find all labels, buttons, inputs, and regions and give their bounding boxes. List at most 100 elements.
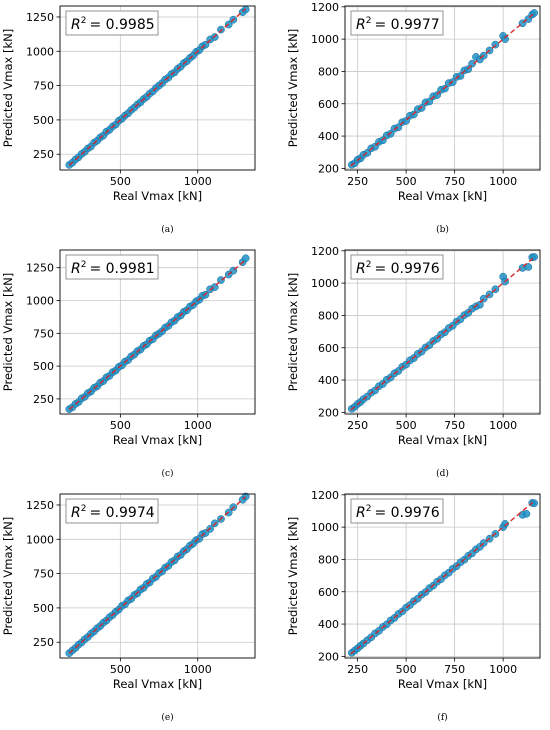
r2-annotation: R2 = 0.9974 (71, 504, 155, 521)
y-axis-label: Predicted Vmax [kN] (1, 273, 15, 391)
r2-superscript: 2 (366, 260, 372, 270)
y-tick-label: 400 (318, 130, 339, 143)
panel-caption: (d) (436, 468, 449, 479)
x-tick-label: 250 (347, 175, 368, 188)
y-tick-label: 1250 (26, 11, 54, 24)
r2-value: = 0.9976 (374, 261, 439, 277)
r2-box (350, 498, 444, 524)
r2-value: = 0.9981 (89, 261, 154, 277)
panel-caption: (f) (437, 712, 447, 723)
y-tick-label: 250 (33, 148, 54, 161)
y-tick-label: 1000 (311, 277, 339, 290)
data-point (417, 104, 426, 112)
r2-superscript: 2 (366, 16, 372, 26)
scatter-panel: 250 500 750 1000 200 400 600 800 1000 1200 Real Vm… (286, 245, 541, 479)
x-tick-label: 500 (396, 175, 417, 188)
r2-box (350, 10, 444, 36)
y-tick-label: 1000 (311, 33, 339, 46)
r2-symbol: R (356, 17, 366, 33)
data-point (501, 520, 509, 528)
x-tick-label: 1000 (184, 175, 212, 188)
x-tick-label: 1000 (489, 663, 517, 676)
r2-box (65, 498, 159, 524)
x-tick-label: 250 (347, 663, 368, 676)
r2-symbol: R (356, 505, 366, 521)
r2-annotation: R2 = 0.9976 (356, 260, 440, 277)
y-tick-label: 750 (33, 80, 54, 93)
r2-superscript: 2 (366, 504, 372, 514)
x-tick-label: 500 (396, 663, 417, 676)
y-tick-label: 250 (33, 636, 54, 649)
y-tick-label: 600 (318, 342, 339, 355)
axes-frame (59, 249, 256, 415)
r2-box (65, 10, 159, 36)
y-tick-label: 1200 (311, 245, 339, 258)
scatter-panel: 250 500 750 1000 200 400 600 800 1000 1200 Real Vm… (286, 1, 541, 235)
y-tick-label: 1000 (26, 45, 54, 58)
r2-annotation: R2 = 0.9976 (356, 504, 440, 521)
scatter-panel: 500 1000 250 500 750 1000 1250 Real Vmax [kN] Pr… (1, 249, 256, 479)
data-point (530, 499, 539, 508)
x-tick-label: 500 (110, 175, 131, 188)
x-tick-label: 500 (110, 663, 131, 676)
data-point (386, 129, 395, 138)
y-axis-label: Predicted Vmax [kN] (286, 517, 300, 635)
x-tick-label: 1000 (489, 419, 517, 432)
data-point (468, 59, 476, 68)
y-tick-label: 500 (33, 360, 54, 373)
y-tick-label: 200 (318, 406, 339, 419)
identity-line (68, 496, 247, 654)
x-tick-label: 1000 (184, 663, 212, 676)
y-axis-label: Predicted Vmax [kN] (1, 29, 15, 147)
scatter-panel: 250 500 750 1000 200 400 600 800 1000 1200 Real Vm… (286, 489, 541, 723)
r2-value: = 0.9977 (374, 17, 439, 33)
y-tick-label: 250 (33, 393, 54, 406)
y-tick-label: 1250 (26, 262, 54, 275)
y-tick-label: 600 (318, 98, 339, 111)
y-tick-label: 750 (33, 568, 54, 581)
y-tick-label: 750 (33, 327, 54, 340)
data-point (524, 263, 533, 271)
panel-caption: (c) (161, 468, 173, 479)
axes-frame (344, 249, 541, 415)
y-tick-label: 1200 (311, 489, 339, 502)
x-axis-label: Real Vmax [kN] (398, 189, 487, 203)
r2-symbol: R (356, 261, 366, 277)
y-tick-label: 600 (318, 586, 339, 599)
data-point (217, 25, 225, 34)
panel-caption: (e) (161, 712, 173, 723)
x-axis-label: Real Vmax [kN] (398, 433, 487, 447)
data-point (522, 510, 531, 518)
x-tick-label: 750 (444, 175, 465, 188)
r2-value: = 0.9985 (89, 17, 154, 33)
panel-caption: (b) (436, 224, 449, 235)
y-tick-label: 200 (318, 650, 339, 663)
axes-frame (59, 5, 256, 171)
y-axis-label: Predicted Vmax [kN] (286, 273, 300, 391)
r2-box (65, 254, 159, 280)
identity-line (68, 259, 247, 410)
data-point (448, 78, 457, 86)
data-point (394, 123, 403, 132)
axes-frame (59, 493, 256, 659)
r2-box (350, 254, 444, 280)
y-tick-label: 400 (318, 618, 339, 631)
r2-annotation: R2 = 0.9977 (356, 16, 440, 33)
r2-superscript: 2 (81, 16, 87, 26)
y-tick-label: 200 (318, 162, 339, 175)
r2-annotation: R2 = 0.9981 (71, 260, 155, 277)
y-tick-label: 1000 (26, 295, 54, 308)
identity-line (68, 8, 247, 166)
y-tick-label: 800 (318, 65, 339, 78)
y-tick-label: 800 (318, 553, 339, 566)
y-tick-label: 1000 (311, 521, 339, 534)
panel-caption: (a) (161, 224, 173, 235)
y-tick-label: 1200 (311, 1, 339, 14)
y-tick-label: 400 (318, 374, 339, 387)
r2-symbol: R (71, 261, 81, 277)
y-tick-label: 1000 (26, 533, 54, 546)
x-axis-label: Real Vmax [kN] (113, 433, 202, 447)
x-tick-label: 750 (444, 419, 465, 432)
r2-superscript: 2 (81, 260, 87, 270)
